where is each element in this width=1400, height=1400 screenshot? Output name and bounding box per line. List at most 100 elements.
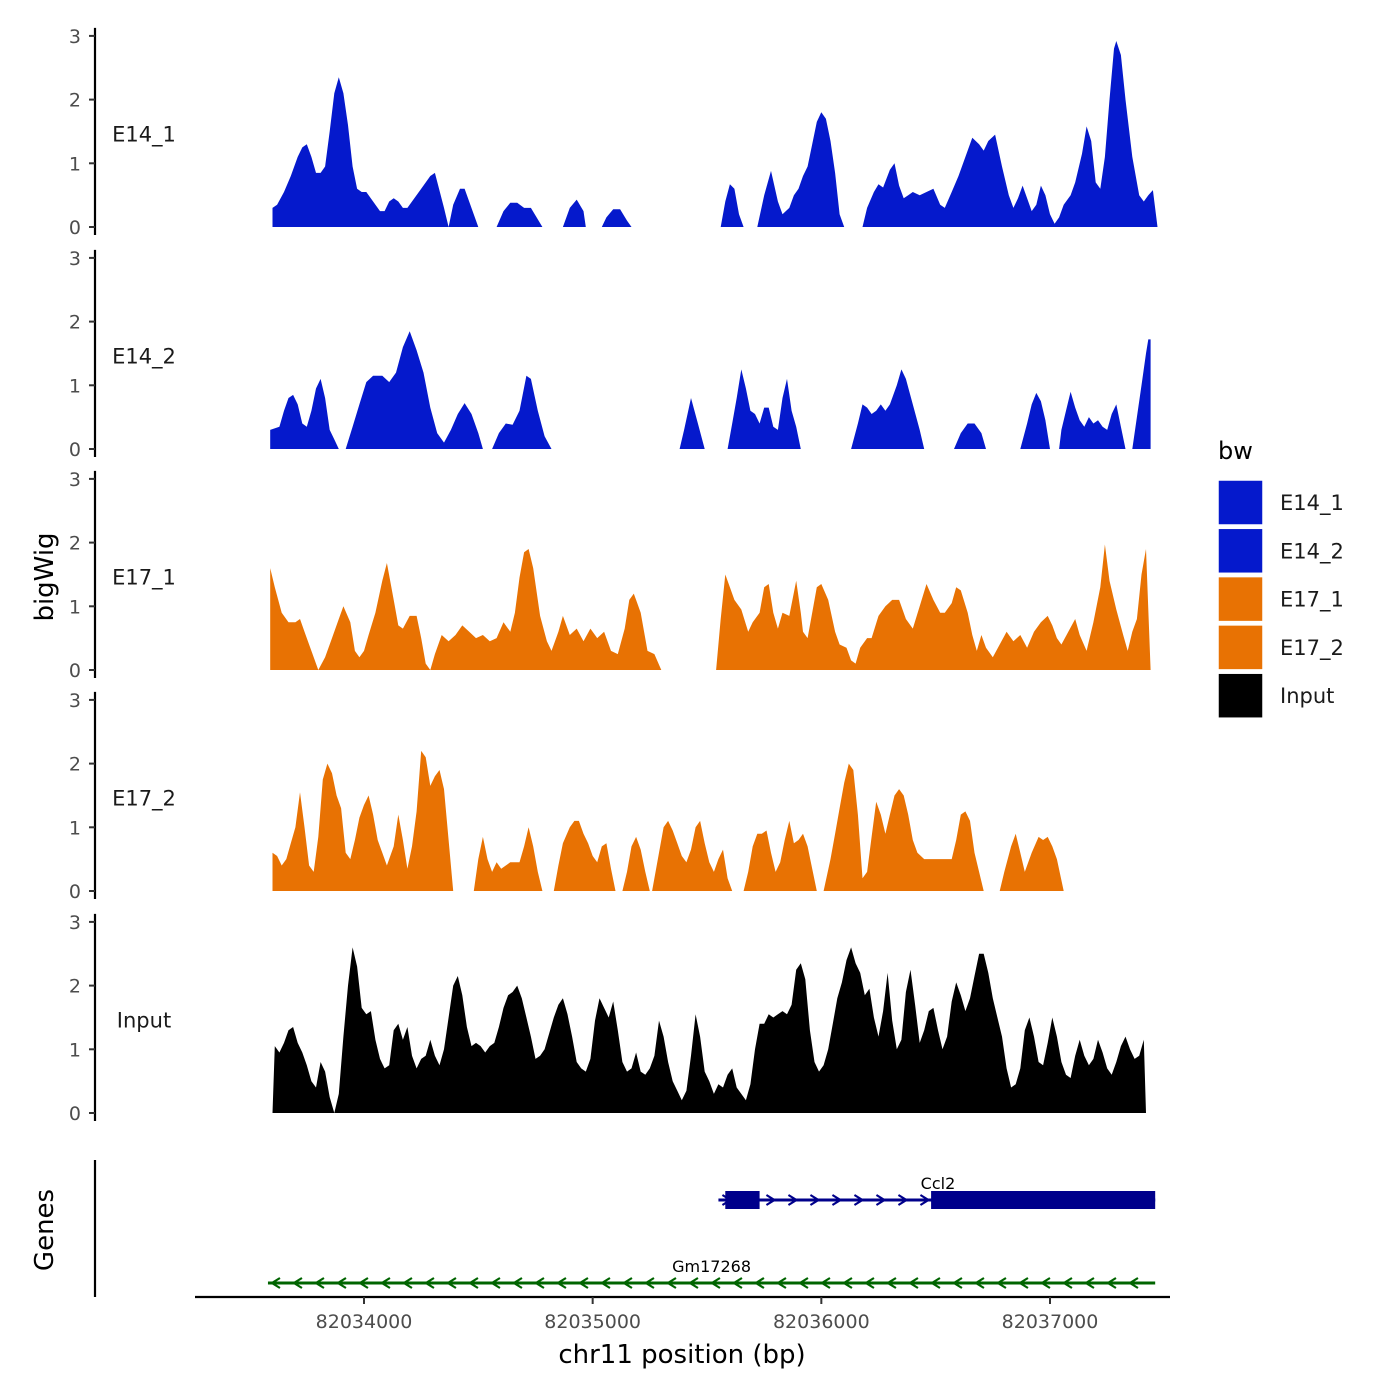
y-tick-label: 3 [69, 248, 81, 270]
strand-arrow [269, 1277, 281, 1289]
legend-swatch [1217, 479, 1264, 526]
strand-arrow [555, 1277, 567, 1289]
gene-Ccl2: Ccl2 [718, 1174, 1156, 1209]
strand-arrow [919, 1194, 931, 1206]
strand-arrow [577, 1277, 589, 1289]
y-tick-label: 2 [69, 90, 81, 112]
strand-arrow [423, 1277, 435, 1289]
legend-label: E17_2 [1280, 636, 1344, 661]
y-tick-label: 0 [69, 1103, 81, 1125]
strand-arrow [929, 1277, 941, 1289]
strand-arrow [951, 1277, 963, 1289]
strand-arrow [445, 1277, 457, 1289]
track-E14_1: 0 1 2 3 E14_1 [69, 26, 1158, 239]
legend-title: bw [1218, 437, 1253, 465]
strand-arrow [533, 1277, 545, 1289]
x-tick-label: 82034000 [316, 1311, 413, 1333]
legend-label: Input [1280, 684, 1334, 708]
legend-label: E14_1 [1280, 491, 1344, 516]
tracks-layer: 0 1 2 3 E14_1 0 1 2 3 E14_2 0 1 2 3 E17_1 0 1 2 3 E17_2 0 1 2 3… [69, 26, 1158, 1125]
gene-exon [931, 1191, 1156, 1209]
strand-arrow [995, 1277, 1007, 1289]
strand-arrow [753, 1277, 765, 1289]
legend-swatch [1217, 527, 1264, 575]
gene-label: Ccl2 [921, 1174, 956, 1193]
legend-swatch [1217, 575, 1264, 623]
track-area-E17_2 [272, 750, 1064, 891]
strand-arrow [379, 1277, 391, 1289]
y-tick-label: 2 [69, 533, 81, 555]
strand-arrow [863, 1277, 875, 1289]
strand-arrow [765, 1194, 777, 1206]
y-tick-label: 2 [69, 312, 81, 334]
strand-arrow [1061, 1277, 1073, 1289]
strand-arrow [731, 1277, 743, 1289]
legend-label: E14_2 [1280, 539, 1344, 564]
legend-item-Input: Input [1217, 672, 1334, 719]
track-label: E17_2 [112, 787, 176, 812]
strand-arrow [897, 1194, 909, 1206]
y-tick-label: 2 [69, 976, 81, 998]
y-tick-label: 2 [69, 754, 81, 776]
strand-arrow [775, 1277, 787, 1289]
legend-label: E17_1 [1280, 588, 1344, 613]
genes-panel: Ccl2 Gm17268 [93, 1160, 1156, 1297]
track-area-Input [272, 947, 1146, 1113]
strand-arrow [335, 1277, 347, 1289]
y-tick-label: 1 [69, 1039, 81, 1061]
strand-arrow [357, 1277, 369, 1289]
track-area-E14_2 [270, 331, 1151, 449]
strand-arrow [291, 1277, 303, 1289]
strand-arrow [665, 1277, 677, 1289]
strand-arrow [1039, 1277, 1051, 1289]
strand-arrow [1105, 1277, 1117, 1289]
y-tick-label: 1 [69, 153, 81, 175]
track-area-E17_1 [270, 544, 1151, 670]
y-tick-label: 0 [69, 439, 81, 461]
strand-arrow [875, 1194, 887, 1206]
legend-item-E17_1: E17_1 [1217, 575, 1344, 623]
y-tick-label: 3 [69, 469, 81, 491]
legend-item-E17_2: E17_2 [1217, 624, 1344, 671]
strand-arrow [709, 1277, 721, 1289]
strand-arrow [599, 1277, 611, 1289]
strand-arrow [797, 1277, 809, 1289]
track-label: E17_1 [112, 566, 176, 591]
legend-item-E14_2: E14_2 [1217, 527, 1344, 575]
x-axis: 82034000 82035000 82036000 82037000 [195, 1295, 1170, 1333]
gene-exon [725, 1191, 760, 1209]
track-E17_1: 0 1 2 3 E17_1 [69, 469, 1151, 682]
strand-arrow [907, 1277, 919, 1289]
strand-arrow [643, 1277, 655, 1289]
track-E17_2: 0 1 2 3 E17_2 [69, 690, 1064, 903]
legend-item-E14_1: E14_1 [1217, 479, 1344, 526]
legend-items: E14_1 E14_2 E17_1 E17_2 Input [1217, 479, 1344, 719]
strand-arrow [831, 1194, 843, 1206]
strand-arrow [1083, 1277, 1095, 1289]
x-axis-title: chr11 position (bp) [558, 1340, 805, 1370]
track-area-E14_1 [272, 41, 1158, 227]
strand-arrow [885, 1277, 897, 1289]
x-tick-label: 82036000 [773, 1311, 870, 1333]
strand-arrow [401, 1277, 413, 1289]
y-tick-label: 1 [69, 375, 81, 397]
y-tick-label: 1 [69, 596, 81, 618]
strand-arrow [853, 1194, 865, 1206]
track-label: E14_2 [112, 345, 176, 370]
y-axis-title: bigWig [30, 532, 60, 621]
gene-label: Gm17268 [672, 1257, 751, 1276]
gene-Gm17268: Gm17268 [267, 1257, 1156, 1289]
strand-arrow [1127, 1277, 1139, 1289]
x-tick-label: 82037000 [1002, 1311, 1099, 1333]
x-tick-label: 82035000 [544, 1311, 641, 1333]
strand-arrow [511, 1277, 523, 1289]
strand-arrow [687, 1277, 699, 1289]
strand-arrow [841, 1277, 853, 1289]
y-tick-label: 3 [69, 912, 81, 934]
y-tick-label: 0 [69, 881, 81, 903]
y-tick-label: 0 [69, 660, 81, 682]
strand-arrow [313, 1277, 325, 1289]
track-label: E14_1 [112, 123, 176, 148]
y-tick-label: 0 [69, 217, 81, 239]
